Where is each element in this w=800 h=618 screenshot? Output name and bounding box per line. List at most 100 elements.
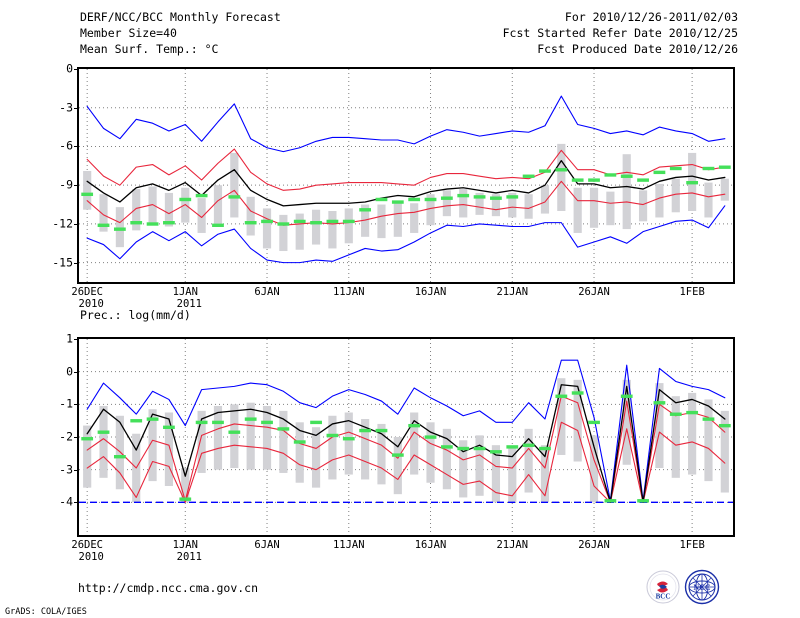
y-tick-label: -3 — [59, 461, 73, 476]
temperature-chart-panel — [77, 67, 735, 284]
observation-marker — [375, 197, 388, 202]
fcst-started-label: Fcst Started Refer Date 2010/12/25 — [502, 26, 738, 40]
ncc-logo: NCC — [684, 569, 720, 605]
ensemble-spread-bar — [164, 192, 174, 227]
series-line-upper-quartile — [86, 148, 726, 191]
observation-marker — [130, 419, 143, 423]
observation-marker — [195, 193, 208, 198]
observation-marker — [310, 420, 322, 425]
observation-marker — [620, 174, 633, 178]
ensemble-spread-bar — [524, 428, 533, 493]
fcst-produced-label: Fcst Produced Date 2010/12/26 — [537, 42, 738, 56]
series-line-upper-quartile — [86, 395, 726, 503]
observation-marker — [391, 200, 404, 204]
svg-text:BCC: BCC — [656, 593, 671, 601]
ensemble-spread-bar — [213, 185, 223, 226]
ensemble-spread-bar — [491, 194, 501, 217]
ensemble-spread-bar — [655, 183, 664, 218]
series-line-max — [86, 95, 726, 153]
svg-text:NCC: NCC — [693, 583, 711, 592]
y-tick-mark — [74, 404, 79, 406]
ensemble-spread-bar — [622, 379, 631, 465]
observation-marker — [424, 197, 437, 202]
y-tick-label: -15 — [52, 254, 73, 269]
observation-marker — [81, 192, 94, 197]
observation-marker — [702, 166, 715, 171]
observation-marker — [163, 221, 175, 225]
observation-marker — [146, 222, 159, 226]
ensemble-spread-bar — [540, 445, 550, 503]
observation-marker — [571, 391, 584, 395]
ensemble-spread-bar — [589, 187, 599, 228]
ensemble-spread-bar — [83, 425, 92, 488]
observation-marker — [718, 423, 731, 428]
ensemble-spread-bar — [426, 194, 435, 226]
observation-marker — [293, 440, 306, 444]
observation-marker — [212, 420, 224, 425]
observation-marker — [669, 166, 682, 171]
observation-marker — [718, 165, 731, 169]
y-tick-label: 1 — [66, 331, 73, 346]
ensemble-spread-bar — [606, 191, 615, 226]
observation-marker — [359, 208, 372, 212]
x-tick-label: 21JAN — [496, 286, 529, 298]
x-tick-label: 1FEB — [679, 286, 705, 298]
observation-marker — [97, 223, 110, 227]
ensemble-spread-bar — [164, 412, 174, 486]
ensemble-spread-bar — [197, 410, 206, 473]
ensemble-spread-bar — [83, 170, 92, 210]
ensemble-spread-bar — [704, 399, 713, 482]
y-tick-label: -6 — [59, 138, 73, 153]
observation-marker — [637, 499, 649, 503]
ensemble-spread-bar — [442, 428, 451, 490]
observation-marker — [326, 219, 339, 224]
observation-marker — [261, 219, 273, 224]
ensemble-spread-bar — [704, 182, 713, 218]
y-tick-mark — [74, 371, 79, 373]
y-tick-mark — [74, 146, 79, 148]
observation-marker — [669, 412, 682, 416]
observation-marker — [179, 197, 192, 202]
ensemble-spread-bar — [246, 402, 255, 470]
observation-marker — [342, 219, 355, 224]
ensemble-spread-bar — [148, 186, 157, 226]
y-tick-mark — [74, 469, 79, 471]
observation-marker — [555, 168, 568, 172]
observation-marker — [686, 410, 699, 415]
observation-marker — [424, 435, 437, 439]
observation-marker — [228, 195, 241, 199]
observation-marker — [97, 430, 110, 434]
x-tick-label: 11JAN — [332, 286, 365, 298]
y-tick-mark — [74, 502, 79, 504]
ensemble-spread-bar — [262, 405, 272, 470]
y-tick-label: -3 — [59, 99, 73, 114]
ensemble-spread-bar — [115, 207, 124, 248]
ensemble-spread-bar — [655, 383, 664, 469]
observation-marker — [440, 445, 453, 449]
precipitation-chart-panel — [77, 337, 735, 537]
observation-marker — [277, 427, 290, 431]
observation-marker — [539, 446, 551, 451]
cmdp-url[interactable]: http://cmdp.ncc.cma.gov.cn — [78, 581, 259, 595]
ensemble-spread-bar — [230, 152, 239, 218]
observation-marker — [244, 417, 257, 421]
observation-marker — [228, 430, 241, 434]
observation-marker — [244, 221, 257, 225]
observation-marker — [457, 446, 470, 451]
ensemble-spread-bar — [393, 201, 402, 237]
ensemble-spread-bar — [720, 410, 729, 493]
ensemble-spread-bar — [638, 190, 648, 222]
ensemble-spread-bar — [99, 405, 108, 478]
x-tick-label: 11JAN — [332, 539, 365, 551]
ensemble-spread-bar — [148, 409, 157, 482]
observation-marker — [146, 417, 159, 421]
observation-marker — [686, 181, 699, 185]
ensemble-spread-bar — [181, 468, 190, 503]
ensemble-spread-bar — [524, 194, 533, 219]
observation-marker — [604, 173, 617, 177]
observation-marker — [277, 222, 290, 226]
x-tick-label: 26DEC — [71, 286, 103, 298]
bcc-logo: BCC — [646, 570, 680, 604]
observation-marker — [522, 443, 535, 447]
ensemble-spread-bar — [361, 419, 370, 480]
